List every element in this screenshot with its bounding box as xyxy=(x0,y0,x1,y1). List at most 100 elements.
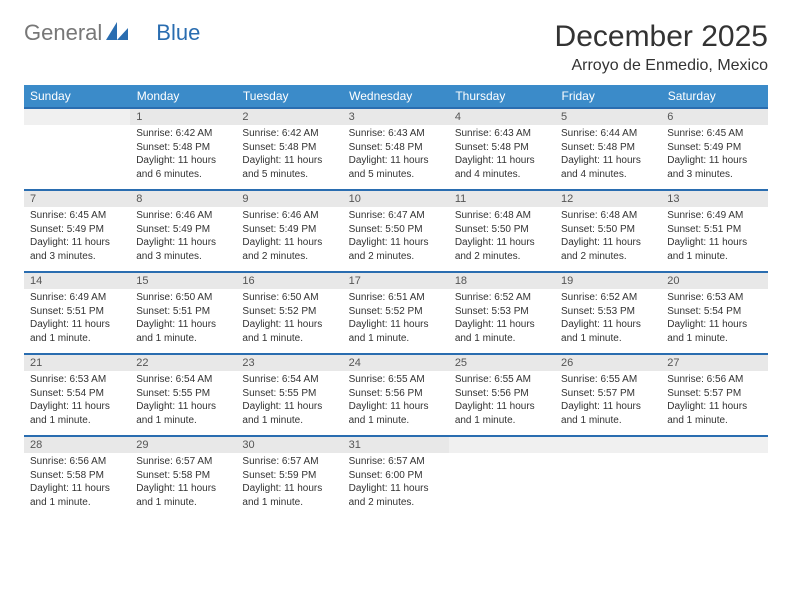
day-number-cell xyxy=(24,108,130,125)
day-detail-cell: Sunrise: 6:55 AMSunset: 5:56 PMDaylight:… xyxy=(343,371,449,436)
day-number-cell: 6 xyxy=(661,108,767,125)
day-detail-cell: Sunrise: 6:51 AMSunset: 5:52 PMDaylight:… xyxy=(343,289,449,354)
daylight-text: Daylight: 11 hours and 1 minute. xyxy=(667,318,761,345)
sunrise-text: Sunrise: 6:47 AM xyxy=(349,209,443,223)
daynum-row: 28293031 xyxy=(24,436,768,453)
day-number-cell: 11 xyxy=(449,190,555,207)
sunset-text: Sunset: 5:48 PM xyxy=(242,141,336,155)
weekday-header: Saturday xyxy=(661,85,767,108)
day-detail-cell: Sunrise: 6:56 AMSunset: 5:58 PMDaylight:… xyxy=(24,453,130,517)
sunset-text: Sunset: 5:48 PM xyxy=(136,141,230,155)
day-number-cell: 19 xyxy=(555,272,661,289)
daynum-row: 14151617181920 xyxy=(24,272,768,289)
month-title: December 2025 xyxy=(555,20,768,53)
weekday-header: Sunday xyxy=(24,85,130,108)
sunrise-text: Sunrise: 6:46 AM xyxy=(242,209,336,223)
sunrise-text: Sunrise: 6:45 AM xyxy=(30,209,124,223)
day-number-cell: 3 xyxy=(343,108,449,125)
day-detail-cell: Sunrise: 6:48 AMSunset: 5:50 PMDaylight:… xyxy=(555,207,661,272)
day-detail-cell: Sunrise: 6:56 AMSunset: 5:57 PMDaylight:… xyxy=(661,371,767,436)
detail-row: Sunrise: 6:45 AMSunset: 5:49 PMDaylight:… xyxy=(24,207,768,272)
day-detail-cell: Sunrise: 6:54 AMSunset: 5:55 PMDaylight:… xyxy=(236,371,342,436)
sunrise-text: Sunrise: 6:44 AM xyxy=(561,127,655,141)
day-number-cell: 7 xyxy=(24,190,130,207)
sunrise-text: Sunrise: 6:48 AM xyxy=(561,209,655,223)
day-detail-cell: Sunrise: 6:47 AMSunset: 5:50 PMDaylight:… xyxy=(343,207,449,272)
sunset-text: Sunset: 5:49 PM xyxy=(667,141,761,155)
sunrise-text: Sunrise: 6:57 AM xyxy=(349,455,443,469)
daylight-text: Daylight: 11 hours and 1 minute. xyxy=(667,236,761,263)
day-detail-cell xyxy=(449,453,555,517)
day-detail-cell: Sunrise: 6:49 AMSunset: 5:51 PMDaylight:… xyxy=(661,207,767,272)
day-number-cell: 10 xyxy=(343,190,449,207)
day-number-cell: 27 xyxy=(661,354,767,371)
sunset-text: Sunset: 5:49 PM xyxy=(136,223,230,237)
sunset-text: Sunset: 5:51 PM xyxy=(136,305,230,319)
day-detail-cell: Sunrise: 6:53 AMSunset: 5:54 PMDaylight:… xyxy=(661,289,767,354)
day-detail-cell: Sunrise: 6:45 AMSunset: 5:49 PMDaylight:… xyxy=(24,207,130,272)
sunrise-text: Sunrise: 6:57 AM xyxy=(136,455,230,469)
daylight-text: Daylight: 11 hours and 1 minute. xyxy=(30,482,124,509)
sunset-text: Sunset: 5:53 PM xyxy=(561,305,655,319)
sunset-text: Sunset: 5:57 PM xyxy=(667,387,761,401)
sunrise-text: Sunrise: 6:43 AM xyxy=(455,127,549,141)
day-number-cell: 8 xyxy=(130,190,236,207)
daynum-row: 21222324252627 xyxy=(24,354,768,371)
sunset-text: Sunset: 5:48 PM xyxy=(455,141,549,155)
day-number-cell: 12 xyxy=(555,190,661,207)
sunrise-text: Sunrise: 6:50 AM xyxy=(136,291,230,305)
sunset-text: Sunset: 5:50 PM xyxy=(349,223,443,237)
brand-part1: General xyxy=(24,20,102,46)
day-detail-cell: Sunrise: 6:43 AMSunset: 5:48 PMDaylight:… xyxy=(343,125,449,190)
day-number-cell: 28 xyxy=(24,436,130,453)
day-number-cell: 22 xyxy=(130,354,236,371)
sunrise-text: Sunrise: 6:42 AM xyxy=(242,127,336,141)
day-detail-cell: Sunrise: 6:50 AMSunset: 5:52 PMDaylight:… xyxy=(236,289,342,354)
header: General Blue December 2025 Arroyo de Enm… xyxy=(24,20,768,75)
day-detail-cell: Sunrise: 6:52 AMSunset: 5:53 PMDaylight:… xyxy=(555,289,661,354)
day-number-cell: 20 xyxy=(661,272,767,289)
sunrise-text: Sunrise: 6:42 AM xyxy=(136,127,230,141)
weekday-header: Thursday xyxy=(449,85,555,108)
sunrise-text: Sunrise: 6:53 AM xyxy=(30,373,124,387)
sunset-text: Sunset: 5:53 PM xyxy=(455,305,549,319)
sunrise-text: Sunrise: 6:43 AM xyxy=(349,127,443,141)
daylight-text: Daylight: 11 hours and 1 minute. xyxy=(561,400,655,427)
daylight-text: Daylight: 11 hours and 3 minutes. xyxy=(136,236,230,263)
calendar-table: Sunday Monday Tuesday Wednesday Thursday… xyxy=(24,85,768,517)
day-number-cell: 26 xyxy=(555,354,661,371)
weekday-header: Friday xyxy=(555,85,661,108)
day-detail-cell: Sunrise: 6:45 AMSunset: 5:49 PMDaylight:… xyxy=(661,125,767,190)
day-detail-cell: Sunrise: 6:52 AMSunset: 5:53 PMDaylight:… xyxy=(449,289,555,354)
detail-row: Sunrise: 6:56 AMSunset: 5:58 PMDaylight:… xyxy=(24,453,768,517)
calendar-body: 123456Sunrise: 6:42 AMSunset: 5:48 PMDay… xyxy=(24,108,768,517)
detail-row: Sunrise: 6:53 AMSunset: 5:54 PM Daylight:… xyxy=(24,371,768,436)
daylight-text: Daylight: 11 hours and 1 minute. xyxy=(242,482,336,509)
day-detail-cell: Sunrise: 6:57 AMSunset: 5:59 PMDaylight:… xyxy=(236,453,342,517)
sunrise-text: Sunrise: 6:49 AM xyxy=(30,291,124,305)
daylight-text: Daylight: 11 hours and 4 minutes. xyxy=(455,154,549,181)
daylight-text: Daylight: 11 hours and 2 minutes. xyxy=(455,236,549,263)
day-number-cell: 4 xyxy=(449,108,555,125)
sunset-text: Sunset: 6:00 PM xyxy=(349,469,443,483)
day-number-cell: 31 xyxy=(343,436,449,453)
weekday-header: Monday xyxy=(130,85,236,108)
daylight-text: Daylight: 11 hours and 5 minutes. xyxy=(349,154,443,181)
sunset-text: Sunset: 5:54 PM xyxy=(30,387,124,401)
day-number-cell: 13 xyxy=(661,190,767,207)
daylight-text: Daylight: 11 hours and 4 minutes. xyxy=(561,154,655,181)
weekday-header-row: Sunday Monday Tuesday Wednesday Thursday… xyxy=(24,85,768,108)
day-detail-cell: Sunrise: 6:55 AMSunset: 5:57 PMDaylight:… xyxy=(555,371,661,436)
day-number-cell: 17 xyxy=(343,272,449,289)
daylight-text: Daylight: 11 hours and 1 minute. xyxy=(136,318,230,345)
daylight-text: Daylight: 11 hours and 5 minutes. xyxy=(242,154,336,181)
weekday-header: Tuesday xyxy=(236,85,342,108)
sunset-text: Sunset: 5:49 PM xyxy=(242,223,336,237)
daylight-text: Daylight: 11 hours and 2 minutes. xyxy=(349,236,443,263)
day-number-cell: 1 xyxy=(130,108,236,125)
sunrise-text: Sunrise: 6:49 AM xyxy=(667,209,761,223)
location: Arroyo de Enmedio, Mexico xyxy=(555,57,768,75)
day-number-cell: 14 xyxy=(24,272,130,289)
day-detail-cell: Sunrise: 6:57 AMSunset: 6:00 PMDaylight:… xyxy=(343,453,449,517)
day-detail-cell: Sunrise: 6:55 AMSunset: 5:56 PMDaylight:… xyxy=(449,371,555,436)
